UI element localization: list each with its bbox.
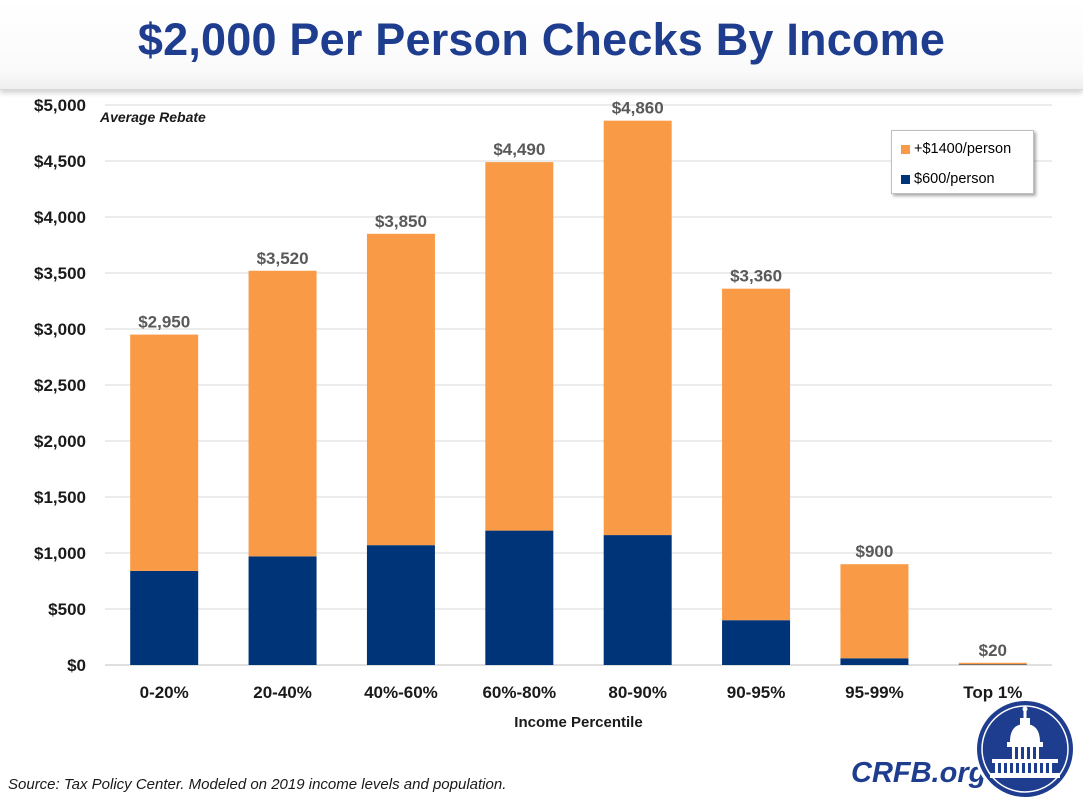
bar-total-label: $4,860 bbox=[612, 99, 664, 118]
x-tick-label: 90-95% bbox=[727, 683, 786, 702]
bar-segment-top-up bbox=[130, 334, 199, 571]
bar-segment-top-up bbox=[485, 162, 554, 531]
bar-segment-top-up bbox=[248, 270, 317, 557]
bar-segment-top-up bbox=[840, 564, 909, 659]
legend-label-base: $600/person bbox=[914, 171, 995, 187]
x-tick-label: 20-40% bbox=[253, 683, 312, 702]
legend-item-base: $600/person bbox=[901, 170, 995, 188]
bar-total-label: $2,950 bbox=[138, 313, 190, 332]
bar-segment-top-up bbox=[958, 662, 1027, 665]
bar-segment-base bbox=[366, 545, 435, 665]
x-tick-label: 0-20% bbox=[140, 683, 189, 702]
bar-total-label: $4,490 bbox=[493, 140, 545, 159]
chart-title: $2,000 Per Person Checks By Income bbox=[137, 14, 946, 65]
bar-segment-base bbox=[485, 530, 554, 665]
legend-swatch-navy bbox=[901, 174, 910, 184]
x-tick-label: 40%-60% bbox=[364, 683, 438, 702]
bar-total-label: $20 bbox=[979, 641, 1007, 660]
x-tick-label: 95-99% bbox=[845, 683, 904, 702]
brand-link[interactable]: CRFB.org bbox=[851, 757, 987, 789]
legend-swatch-orange bbox=[901, 144, 910, 154]
y-tick-label: $0 bbox=[67, 656, 86, 675]
bar-segment-base bbox=[603, 535, 672, 665]
y-tick-label: $1,500 bbox=[34, 488, 86, 507]
y-tick-label: $3,500 bbox=[34, 264, 86, 283]
title-bar: $2,000 Per Person Checks By Income bbox=[0, 0, 1083, 90]
bar-total-label: $900 bbox=[856, 542, 894, 561]
bar-total-label: $3,360 bbox=[730, 267, 782, 286]
bar-total-label: $3,520 bbox=[257, 249, 309, 268]
x-tick-label: 80-90% bbox=[608, 683, 667, 702]
y-tick-label: $1,000 bbox=[34, 544, 86, 563]
bar-segment-base bbox=[958, 664, 1027, 665]
legend-label-top-up: +$1400/person bbox=[914, 141, 1012, 157]
chart-legend: +$1400/person $600/person bbox=[891, 130, 1034, 194]
y-tick-label: $5,000 bbox=[34, 96, 86, 115]
bar-segment-top-up bbox=[603, 120, 672, 536]
bar-segment-top-up bbox=[722, 288, 791, 621]
bar-segment-base bbox=[248, 556, 317, 665]
bar-segment-base bbox=[722, 620, 791, 665]
source-note: Source: Tax Policy Center. Modeled on 20… bbox=[8, 776, 507, 793]
x-tick-label: Top 1% bbox=[963, 683, 1022, 702]
y-tick-label: $2,500 bbox=[34, 376, 86, 395]
y-tick-label: $500 bbox=[48, 600, 86, 619]
bar-segment-base bbox=[840, 658, 909, 665]
y-tick-label: $3,000 bbox=[34, 320, 86, 339]
capitol-seal-icon bbox=[974, 698, 1076, 800]
y-tick-label: $4,500 bbox=[34, 152, 86, 171]
x-axis-label: Income Percentile bbox=[514, 714, 642, 731]
bar-total-label: $3,850 bbox=[375, 212, 427, 231]
y-tick-label: $4,000 bbox=[34, 208, 86, 227]
bar-segment-top-up bbox=[366, 233, 435, 546]
legend-item-top-up: +$1400/person bbox=[901, 140, 1011, 158]
bar-segment-base bbox=[130, 570, 199, 665]
x-tick-label: 60%-80% bbox=[482, 683, 556, 702]
chart-subtitle: Average Rebate bbox=[99, 109, 206, 125]
y-tick-label: $2,000 bbox=[34, 432, 86, 451]
